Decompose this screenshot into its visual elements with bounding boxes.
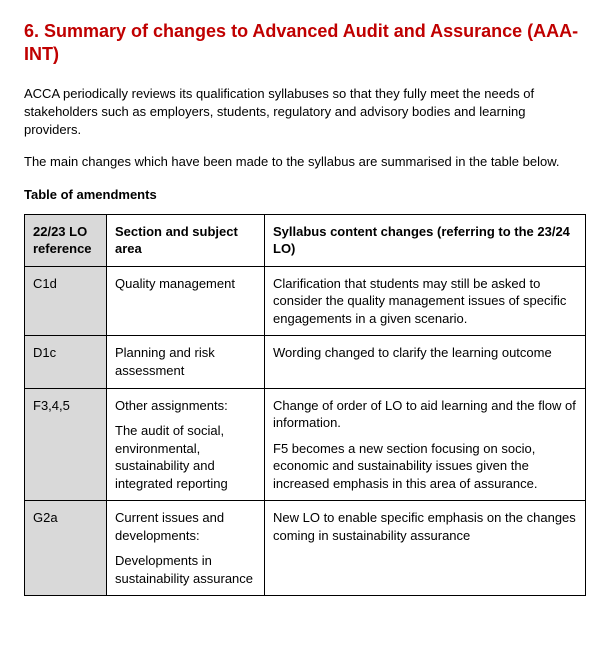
table-header-row: 22/23 LO reference Section and subject a…: [25, 214, 586, 266]
cell-area-block: The audit of social, environmental, sust…: [115, 422, 256, 492]
intro-paragraph-2: The main changes which have been made to…: [24, 153, 586, 171]
table-row: F3,4,5 Other assignments: The audit of soc…: [25, 388, 586, 501]
cell-area-block: Current issues and developments:: [115, 509, 256, 544]
amendments-table: 22/23 LO reference Section and subject a…: [24, 214, 586, 597]
cell-area: Current issues and developments: Developm…: [107, 501, 265, 596]
col-header-changes: Syllabus content changes (referring to t…: [265, 214, 586, 266]
cell-area-block: Quality management: [115, 275, 256, 293]
cell-changes-block: Change of order of LO to aid learning an…: [273, 397, 577, 432]
col-header-area: Section and subject area: [107, 214, 265, 266]
table-row: D1cPlanning and risk assessment Wording c…: [25, 336, 586, 388]
cell-area: Quality management: [107, 266, 265, 336]
col-header-reference: 22/23 LO reference: [25, 214, 107, 266]
cell-changes: Change of order of LO to aid learning an…: [265, 388, 586, 501]
cell-changes-block: Clarification that students may still be…: [273, 275, 577, 328]
table-row: G2aCurrent issues and developments: Devel…: [25, 501, 586, 596]
cell-area-block: Other assignments:: [115, 397, 256, 415]
cell-area-block: Planning and risk assessment: [115, 344, 256, 379]
cell-reference: G2a: [25, 501, 107, 596]
cell-reference: C1d: [25, 266, 107, 336]
section-heading: 6. Summary of changes to Advanced Audit …: [24, 20, 586, 67]
cell-area-block: Developments in sustainability assurance: [115, 552, 256, 587]
cell-reference: F3,4,5: [25, 388, 107, 501]
intro-paragraph-1: ACCA periodically reviews its qualificat…: [24, 85, 586, 140]
cell-area: Other assignments: The audit of social, e…: [107, 388, 265, 501]
cell-changes: Clarification that students may still be…: [265, 266, 586, 336]
cell-area: Planning and risk assessment: [107, 336, 265, 388]
cell-changes: Wording changed to clarify the learning …: [265, 336, 586, 388]
table-body: C1d Quality management Clarification that …: [25, 266, 586, 596]
table-row: C1d Quality management Clarification that …: [25, 266, 586, 336]
cell-reference: D1c: [25, 336, 107, 388]
cell-changes-block: Wording changed to clarify the learning …: [273, 344, 577, 362]
cell-changes-block: New LO to enable specific emphasis on th…: [273, 509, 577, 544]
table-caption: Table of amendments: [24, 186, 586, 204]
cell-changes: New LO to enable specific emphasis on th…: [265, 501, 586, 596]
cell-changes-block: F5 becomes a new section focusing on soc…: [273, 440, 577, 493]
